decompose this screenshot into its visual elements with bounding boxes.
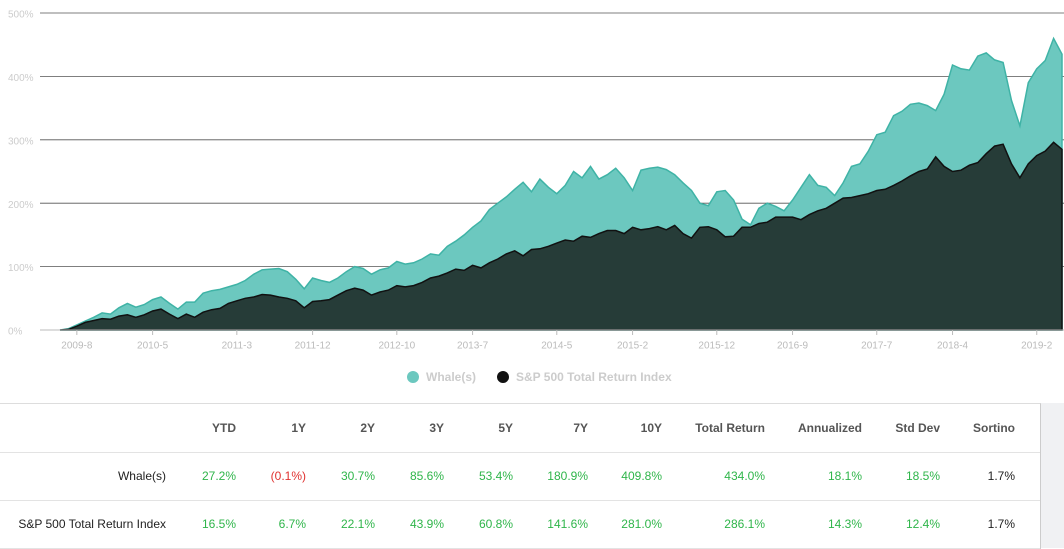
table-row: Whale(s) 27.2% (0.1%) 30.7% 85.6% 53.4% 180.9%…: [0, 452, 1040, 501]
y-tick-label: 500%: [8, 10, 34, 21]
column-header: 7Y: [573, 421, 588, 435]
column-header: Std Dev: [895, 421, 940, 435]
x-tick-label: 2010-5: [137, 341, 169, 352]
table-value: 409.8%: [621, 469, 662, 483]
legend-marker: [407, 371, 419, 383]
legend-marker: [497, 371, 510, 383]
legend-label: S&P 500 Total Return Index: [516, 370, 672, 384]
y-tick-label: 200%: [8, 200, 34, 211]
table-value: 53.4%: [478, 469, 513, 483]
x-tick-label: 2013-7: [457, 341, 489, 352]
table-value: 1.7%: [987, 469, 1015, 483]
y-tick-label: 100%: [8, 263, 34, 274]
column-header: Sortino: [973, 421, 1015, 435]
legend-label: Whale(s): [426, 370, 476, 384]
table-value: 141.6%: [547, 517, 588, 531]
column-header: 1Y: [291, 421, 306, 435]
chart: 0% 100% 200% 300% 400% 500% 2009-8 2010-5 2011-3…: [8, 10, 1064, 384]
y-tick-label: 0%: [8, 327, 23, 338]
column-header: 5Y: [498, 421, 513, 435]
x-tick-label: 2017-7: [861, 341, 893, 352]
x-tick-label: 2012-10: [378, 341, 415, 352]
x-tick-label: 2009-8: [61, 341, 93, 352]
table-value: 12.4%: [905, 517, 940, 531]
table-value: 60.8%: [478, 517, 513, 531]
table-value: 27.2%: [201, 469, 236, 483]
table-value: 286.1%: [724, 517, 765, 531]
y-tick-label: 300%: [8, 136, 34, 147]
table-row: S&P 500 Total Return Index 16.5% 6.7% 22.1%…: [0, 500, 1040, 549]
column-header: Annualized: [797, 421, 862, 435]
area: [59, 141, 1063, 331]
table-value: 30.7%: [340, 469, 375, 483]
x-tick-label: 2019-2: [1021, 341, 1053, 352]
x-tick-label: 2016-9: [777, 341, 809, 352]
column-header: 3Y: [429, 421, 444, 435]
table-value: 281.0%: [621, 517, 662, 531]
header-row: YTD 1Y 2Y 3Y 5Y 7Y 10Y Total Return Annualized St…: [0, 404, 1040, 453]
column-header: YTD: [212, 421, 236, 435]
column-header: 10Y: [640, 421, 662, 435]
table-value: 6.7%: [278, 517, 306, 531]
x-tick-label: 2018-4: [937, 341, 969, 352]
table-value: 434.0%: [724, 469, 765, 483]
column-header: Total Return: [695, 421, 765, 435]
x-tick-label: 2011-12: [295, 341, 331, 352]
x-tick-label: 2011-3: [222, 341, 253, 352]
column-header: 2Y: [360, 421, 375, 435]
row-label: Whale(s): [117, 469, 166, 483]
x-tick-label: 2015-2: [617, 341, 649, 352]
table-value: 1.7%: [987, 517, 1015, 531]
table-value: (0.1%): [270, 469, 306, 483]
table-value: 16.5%: [201, 517, 236, 531]
x-tick-label: 2015-12: [698, 341, 735, 352]
row-label: S&P 500 Total Return Index: [18, 517, 166, 531]
table-value: 43.9%: [409, 517, 444, 531]
table-value: 22.1%: [340, 517, 375, 531]
scroll-strip: [1041, 403, 1064, 548]
table-value: 180.9%: [547, 469, 588, 483]
table-value: 85.6%: [409, 469, 444, 483]
x-tick-label: 2014-5: [541, 341, 573, 352]
stats-table: YTD 1Y 2Y 3Y 5Y 7Y 10Y Total Return Annualized St…: [0, 403, 1041, 549]
table-value: 14.3%: [827, 517, 862, 531]
y-tick-label: 400%: [8, 73, 34, 84]
table-value: 18.1%: [827, 469, 862, 483]
table-value: 18.5%: [905, 469, 940, 483]
